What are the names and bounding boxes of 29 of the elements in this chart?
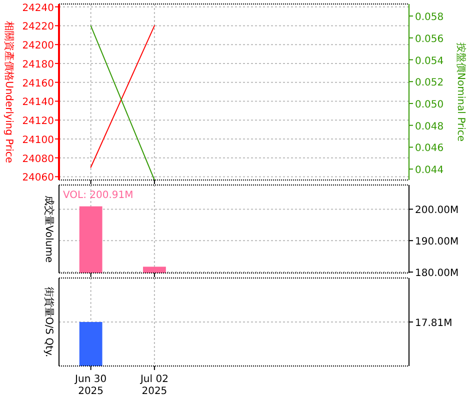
y2-tick-label: 190.00M	[415, 236, 459, 248]
y-axis-title: 相關資產價格Underlying Price	[3, 20, 15, 164]
y-tick-label: 24240	[22, 2, 54, 14]
y-tick-label: 24160	[22, 78, 54, 90]
y-tick-label: 24200	[22, 40, 54, 52]
y-tick-label: 24060	[22, 172, 54, 184]
y2-axis-title: 按盤價Nominal Price	[455, 42, 467, 142]
y-tick-label: 24140	[22, 97, 54, 108]
y2-tick-label: 0.056	[415, 34, 444, 45]
y2-tick-label: 200.00M	[415, 205, 459, 216]
x-tick-label: Jul 02 2025	[139, 374, 168, 397]
y2-tick-label: 0.046	[415, 143, 444, 154]
y-tick-label: 24080	[22, 154, 54, 165]
y2-tick-label: 0.048	[415, 121, 444, 132]
y2-tick-label: 0.044	[415, 165, 444, 176]
y-tick-label: 24220	[22, 22, 54, 33]
y2-tick-label: 180.00M	[415, 268, 459, 280]
y2-tick-label: 0.050	[415, 99, 444, 110]
y-tick-label: 24120	[22, 116, 54, 128]
y2-tick-label: 0.058	[415, 12, 444, 24]
y-axis-title: 街貨量O/S Qty.	[43, 286, 55, 358]
annotation: VOL: 200.91M	[63, 190, 134, 201]
x-tick-label: Jun 30 2025	[74, 374, 107, 397]
y-tick-label: 24100	[22, 134, 54, 146]
y-tick-label: 24180	[22, 59, 54, 70]
y-axis-title: 成交量Volume	[43, 195, 55, 263]
y2-tick-label: 0.054	[415, 56, 444, 67]
y2-tick-label: 17.81M	[415, 318, 452, 329]
y2-tick-label: 0.052	[415, 78, 444, 89]
